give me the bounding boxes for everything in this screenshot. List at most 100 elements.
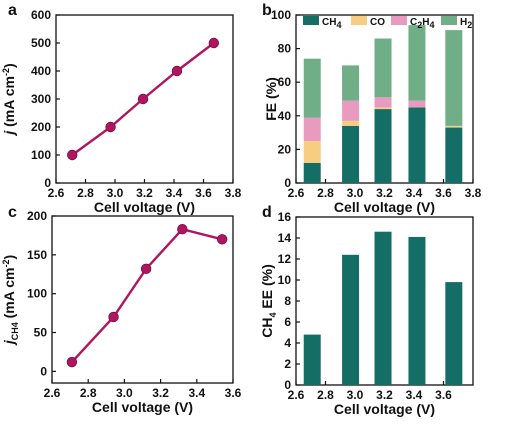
y-tick-label: 500	[31, 36, 51, 50]
y-tick-label: 20	[278, 142, 292, 156]
y-axis-label: CH4 EE (%)	[259, 264, 278, 337]
bar	[342, 254, 360, 385]
x-tick-label: 2.8	[317, 186, 334, 200]
series-line	[71, 227, 223, 363]
y-tick-label: 100	[27, 287, 47, 301]
y-tick-label: 12	[278, 252, 292, 266]
x-tick-label: 3.6	[435, 186, 452, 200]
y-tick-label: 6	[284, 315, 291, 329]
legend-sub: 2	[467, 20, 472, 30]
legend-swatch	[441, 16, 457, 25]
y-tick-label: 16	[278, 210, 292, 224]
bar-segment-0	[342, 125, 360, 183]
data-point	[67, 149, 78, 161]
bar-segment-3	[408, 25, 426, 101]
data-point	[105, 121, 116, 133]
y-tick-label: 200	[31, 120, 51, 134]
legend-text: CH	[322, 17, 336, 28]
bar-segment-3	[342, 65, 360, 101]
x-axis-label: Cell voltage (V)	[92, 399, 193, 415]
legend-sub: 4	[336, 20, 341, 30]
y-tick-label: 600	[31, 8, 51, 22]
chart-panel-b: b 2.6 2.8 3.0 3.2 3.4 3.6 3.8 0 20 40 60 80 100 Cell v…	[262, 2, 482, 215]
x-tick-label: 3.8	[225, 186, 242, 200]
legend-text: H	[460, 17, 467, 28]
x-tick-label: 3.0	[347, 186, 364, 200]
bar	[408, 236, 426, 385]
x-tick-label: 2.6	[288, 186, 305, 200]
y-tick-label: 300	[31, 92, 51, 106]
x-tick-label: 2.6	[288, 388, 305, 402]
panel-label: b	[262, 2, 272, 19]
y-tick-label: 40	[278, 109, 292, 123]
x-axis-label: Cell voltage (V)	[334, 199, 435, 215]
x-tick-label: 3.2	[152, 386, 169, 400]
bar-segment-0	[445, 127, 463, 183]
legend-sub: 2	[417, 20, 422, 30]
chart-panel-c: c 2.6 2.8 3.0 3.2 3.4 3.6 0 50 100 150 200 Cell volt…	[1, 204, 242, 415]
y-axis-label: FE (%)	[263, 77, 279, 121]
x-tick-label: 2.8	[80, 386, 97, 400]
y-tick-label: 0	[40, 364, 47, 378]
data-point	[108, 311, 119, 323]
y-tick-label: 200	[27, 209, 47, 223]
legend-swatch	[303, 16, 319, 25]
data-point	[171, 65, 183, 77]
bar-segment-3	[374, 38, 392, 98]
y-tick-label: 50	[34, 326, 48, 340]
bar-segment-2	[374, 97, 392, 108]
x-tick-label: 3.4	[188, 386, 205, 400]
x-axis-label: Cell voltage (V)	[334, 401, 435, 417]
legend-swatch	[391, 16, 407, 25]
bar-segment-1	[374, 107, 392, 110]
bar-segment-3	[445, 30, 463, 126]
legend-label: H2	[460, 17, 472, 30]
y-tick-label: 60	[278, 75, 292, 89]
y-tick-label: 14	[278, 231, 292, 245]
legend-text: CO	[370, 17, 385, 28]
x-tick-label: 2.6	[44, 386, 61, 400]
bar-segment-0	[408, 107, 426, 183]
x-tick-label: 3.2	[376, 388, 393, 402]
ylabel-sup: -2	[1, 260, 11, 268]
x-tick-label: 3.0	[347, 388, 364, 402]
x-tick-label: 3.2	[376, 186, 393, 200]
legend-sub: 4	[429, 20, 434, 30]
bar-segment-1	[303, 141, 321, 163]
x-tick-label: 3.4	[406, 186, 423, 200]
axes-frame	[51, 215, 234, 384]
x-tick-label: 3.8	[465, 186, 482, 200]
ylabel-close: )	[1, 63, 17, 68]
y-tick-label: 10	[278, 273, 292, 287]
chart-panel-d: d 2.6 2.8 3.0 3.2 3.4 3.6 0 2 4 6 8 10 12 14 16 Cell vol…	[259, 204, 474, 417]
panel-label: c	[8, 204, 17, 221]
y-tick-label: 100	[271, 8, 291, 22]
ylabel-close: )	[1, 255, 17, 260]
data-point	[208, 37, 220, 49]
legend-label: CO	[370, 17, 385, 28]
bar-segment-2	[408, 100, 426, 108]
chart-panel-a: a 2.6 2.8 3.0 3.2 3.4 3.6 3.8 0 100 200 300 400 500 60…	[1, 2, 242, 215]
legend-text: C	[410, 17, 417, 28]
ylabel-unit: (mA cm	[1, 268, 17, 323]
bar-segment-2	[342, 100, 360, 121]
ylabel-sub: 4	[268, 312, 278, 317]
legend-label: CH4	[322, 17, 341, 30]
bar-segment-0	[374, 109, 392, 183]
data-point	[137, 93, 149, 105]
y-tick-label: 2	[284, 357, 291, 371]
x-tick-label: 3.6	[435, 388, 452, 402]
y-tick-label: 0	[284, 378, 291, 392]
bar	[374, 231, 392, 385]
ylabel-main: CH	[259, 318, 275, 338]
x-tick-label: 3.2	[136, 186, 153, 200]
y-tick-label: 0	[44, 176, 51, 190]
x-tick-label: 2.6	[48, 186, 65, 200]
ylabel-symbol: j	[1, 339, 17, 346]
panel-label: d	[262, 204, 272, 221]
y-tick-label: 150	[27, 248, 47, 262]
y-axis-label: j (mA cm-2)	[1, 63, 17, 136]
data-point	[177, 224, 188, 235]
x-tick-label: 3.0	[116, 386, 133, 400]
